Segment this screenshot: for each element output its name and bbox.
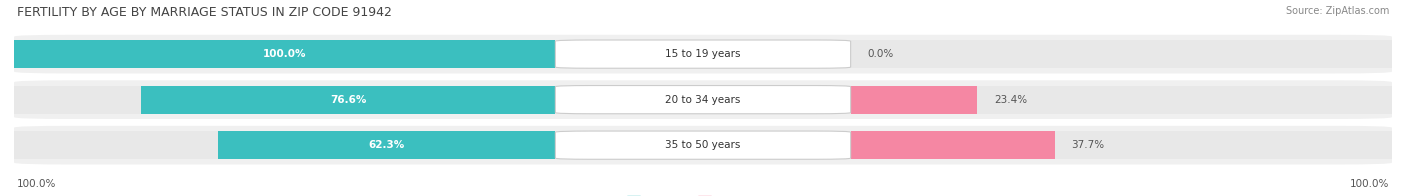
FancyBboxPatch shape: [218, 131, 555, 159]
FancyBboxPatch shape: [14, 131, 555, 159]
Text: 76.6%: 76.6%: [330, 95, 366, 105]
Text: Source: ZipAtlas.com: Source: ZipAtlas.com: [1285, 6, 1389, 16]
FancyBboxPatch shape: [851, 131, 1392, 159]
Text: 100.0%: 100.0%: [1350, 179, 1389, 189]
FancyBboxPatch shape: [851, 40, 1392, 68]
FancyBboxPatch shape: [555, 85, 851, 114]
FancyBboxPatch shape: [141, 85, 555, 114]
FancyBboxPatch shape: [14, 85, 555, 114]
FancyBboxPatch shape: [851, 131, 1054, 159]
FancyBboxPatch shape: [14, 35, 1392, 74]
Text: 62.3%: 62.3%: [368, 140, 405, 150]
Text: 37.7%: 37.7%: [1071, 140, 1105, 150]
FancyBboxPatch shape: [14, 40, 555, 68]
Text: 23.4%: 23.4%: [994, 95, 1028, 105]
FancyBboxPatch shape: [851, 85, 977, 114]
Text: 100.0%: 100.0%: [17, 179, 56, 189]
Text: 0.0%: 0.0%: [868, 49, 894, 59]
FancyBboxPatch shape: [14, 40, 555, 68]
Text: 20 to 34 years: 20 to 34 years: [665, 95, 741, 105]
FancyBboxPatch shape: [851, 85, 1392, 114]
Text: 35 to 50 years: 35 to 50 years: [665, 140, 741, 150]
Text: 100.0%: 100.0%: [263, 49, 307, 59]
FancyBboxPatch shape: [555, 131, 851, 159]
FancyBboxPatch shape: [14, 126, 1392, 164]
FancyBboxPatch shape: [14, 80, 1392, 119]
Text: 15 to 19 years: 15 to 19 years: [665, 49, 741, 59]
Text: FERTILITY BY AGE BY MARRIAGE STATUS IN ZIP CODE 91942: FERTILITY BY AGE BY MARRIAGE STATUS IN Z…: [17, 6, 392, 19]
FancyBboxPatch shape: [555, 40, 851, 68]
